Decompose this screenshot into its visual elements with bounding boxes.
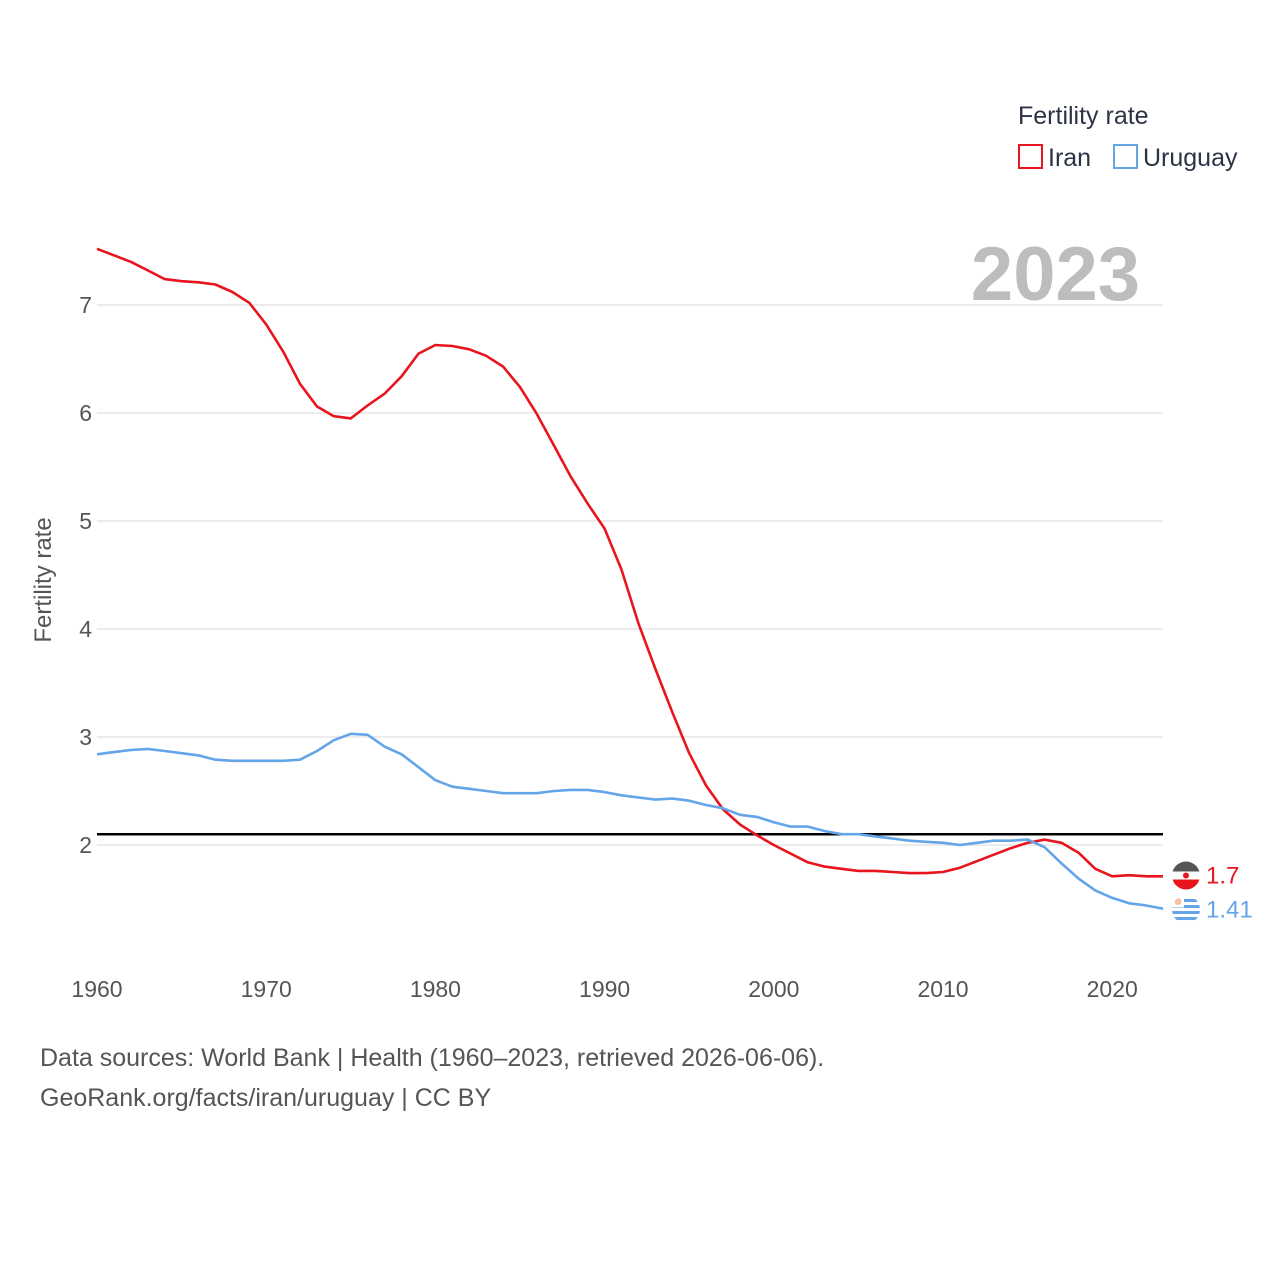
x-tick-label-1990: 1990	[579, 976, 630, 1002]
footer-data-sources: Data sources: World Bank | Health (1960–…	[40, 1044, 825, 1072]
legend-item-iran[interactable]: Iran	[1018, 144, 1091, 172]
iran-flag-icon	[1172, 861, 1200, 890]
year-label: 2023	[971, 232, 1140, 317]
legend-label-iran: Iran	[1048, 144, 1091, 172]
legend-label-uruguay: Uruguay	[1143, 144, 1238, 172]
y-tick-label-6: 6	[79, 400, 92, 426]
x-tick-label-1980: 1980	[410, 976, 461, 1002]
end-markers: 1.7 1.41	[1172, 861, 1253, 924]
legend-title: Fertility rate	[1018, 102, 1149, 130]
series-line-uruguay[interactable]	[96, 732, 1164, 910]
legend-swatch-iran	[1018, 144, 1043, 169]
y-tick-label-4: 4	[79, 616, 92, 642]
legend-item-uruguay[interactable]: Uruguay	[1113, 144, 1238, 172]
x-tick-label-1970: 1970	[241, 976, 292, 1002]
series-lines	[96, 247, 1164, 910]
y-axis-ticks: 2 3 4 5 6 7	[79, 292, 92, 858]
x-axis-ticks: 1960 1970 1980 1990 2000 2010 2020	[71, 976, 1137, 1002]
y-tick-label-5: 5	[79, 508, 92, 534]
legend: Fertility rate Iran Uruguay	[1018, 102, 1238, 172]
uruguay-flag-icon	[1172, 895, 1200, 924]
grid-lines	[97, 304, 1163, 846]
x-tick-label-2020: 2020	[1087, 976, 1138, 1002]
y-tick-label-2: 2	[79, 832, 92, 858]
legend-swatch-uruguay	[1113, 144, 1138, 169]
x-tick-label-2000: 2000	[748, 976, 799, 1002]
series-line-iran[interactable]	[96, 247, 1163, 878]
y-axis-label: Fertility rate	[30, 517, 57, 642]
end-label-iran: 1.7	[1206, 863, 1239, 890]
y-tick-label-7: 7	[79, 292, 92, 318]
x-tick-label-2010: 2010	[917, 976, 968, 1002]
end-label-uruguay: 1.41	[1206, 897, 1253, 924]
footer-attribution[interactable]: GeoRank.org/facts/iran/uruguay | CC BY	[40, 1084, 492, 1112]
x-tick-label-1960: 1960	[71, 976, 122, 1002]
y-tick-label-3: 3	[79, 724, 92, 750]
